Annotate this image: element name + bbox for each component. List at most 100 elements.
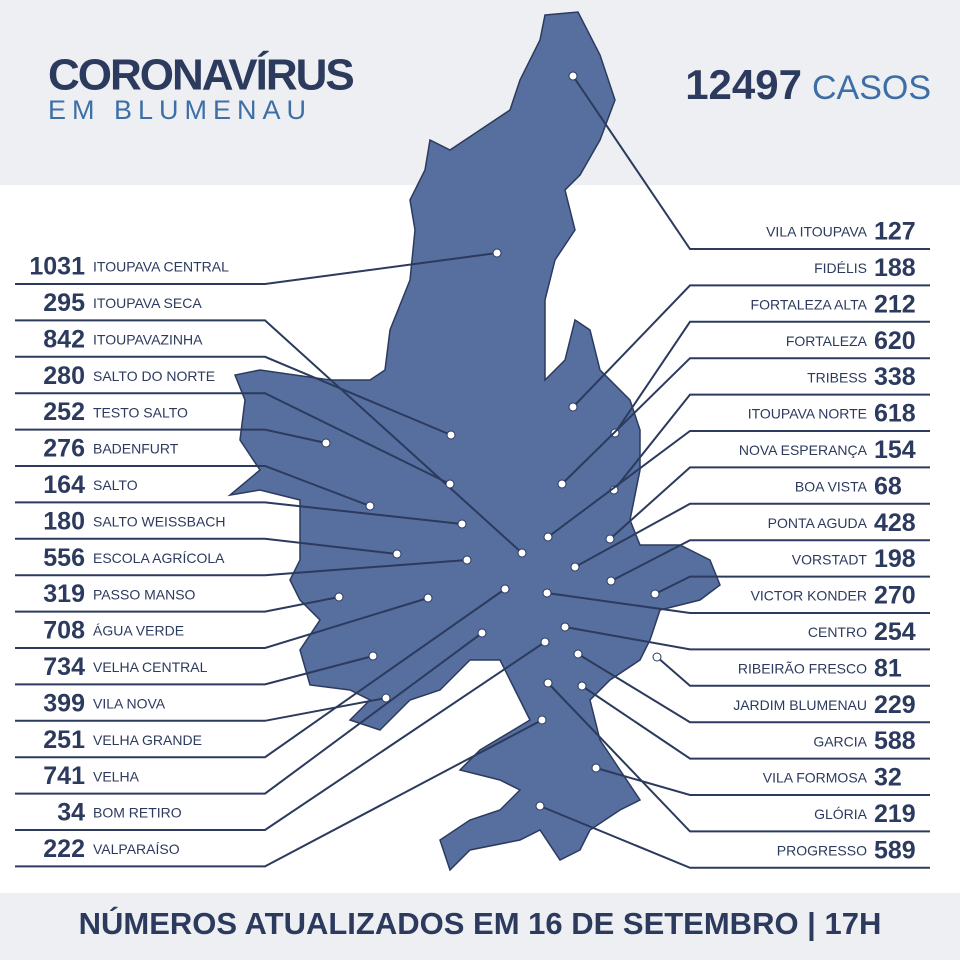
case-count: 588 — [874, 727, 916, 755]
case-count: 188 — [874, 254, 916, 282]
leader-line — [561, 357, 930, 485]
total-label: CASOS — [812, 69, 931, 107]
case-count: 734 — [43, 653, 85, 681]
neighborhood-name: PONTA AGUDA — [768, 515, 868, 531]
leader-line — [539, 805, 930, 869]
map-dot — [477, 628, 487, 638]
neighborhood-name: GARCIA — [813, 733, 867, 749]
map — [227, 11, 721, 872]
leader-line — [15, 537, 398, 555]
leader-line — [15, 632, 483, 795]
case-count: 32 — [874, 764, 902, 792]
footer-text: NÚMEROS ATUALIZADOS EM 16 DE SETEMBRO | … — [79, 905, 882, 941]
map-dot — [573, 649, 583, 659]
map-dot — [542, 588, 552, 598]
map-dot — [543, 678, 553, 688]
case-count: 251 — [43, 726, 85, 754]
map-dot — [445, 479, 455, 489]
neighborhood-name: PASSO MANSO — [93, 586, 196, 602]
neighborhood-name: VILA NOVA — [93, 696, 166, 712]
case-count: 741 — [43, 762, 85, 790]
neighborhood-name: ESCOLA AGRÍCOLA — [93, 550, 225, 566]
map-dot — [537, 715, 547, 725]
leader-line — [15, 252, 498, 285]
case-count: 618 — [874, 400, 916, 428]
case-count: 1031 — [29, 253, 85, 281]
leader-line — [564, 626, 930, 651]
neighborhood-name: VELHA CENTRAL — [93, 659, 208, 675]
map-dot — [568, 402, 578, 412]
map-dot — [535, 801, 545, 811]
neighborhood-name: PROGRESSO — [777, 843, 867, 859]
title: CORONAVÍRUS — [48, 50, 353, 100]
case-count: 295 — [43, 289, 85, 317]
neighborhood-name: SALTO WEISSBACH — [93, 514, 226, 530]
case-count: 708 — [43, 617, 85, 645]
leader-line — [574, 502, 930, 568]
leader-line — [15, 596, 340, 613]
case-count: 319 — [43, 580, 85, 608]
neighborhood-name: GLÓRIA — [814, 806, 868, 822]
case-count: 338 — [874, 363, 916, 391]
leader-line — [572, 284, 930, 408]
map-dot — [605, 534, 615, 544]
leader-line — [15, 355, 452, 436]
leader-line — [15, 559, 468, 577]
map-dot — [606, 576, 616, 586]
leader-line — [547, 430, 930, 538]
case-count: 589 — [874, 836, 916, 864]
leader-line — [610, 539, 930, 582]
neighborhood-name: NOVA ESPERANÇA — [739, 442, 868, 458]
leader-line — [654, 575, 930, 595]
case-count: 270 — [874, 582, 916, 610]
subtitle: EM BLUMENAU — [48, 95, 312, 125]
case-count: 154 — [874, 436, 916, 464]
neighborhood-name: VORSTADT — [792, 551, 868, 567]
case-count: 252 — [43, 398, 85, 426]
neighborhood-name: BADENFURT — [93, 441, 179, 457]
map-dot — [500, 584, 510, 594]
neighborhood-name: FIDÉLIS — [814, 260, 867, 276]
neighborhood-name: ITOUPAVA SECA — [93, 295, 202, 311]
neighborhood-name: SALTO — [93, 477, 138, 493]
case-count: 127 — [874, 218, 916, 246]
map-dot — [392, 549, 402, 559]
neighborhood-name: FORTALEZA ALTA — [751, 297, 868, 313]
leader-line — [613, 393, 930, 491]
neighborhood-name: SALTO DO NORTE — [93, 368, 215, 384]
case-count: 81 — [874, 654, 902, 682]
neighborhood-name: VILA FORMOSA — [763, 770, 868, 786]
leader-line — [15, 465, 371, 507]
leader-line — [15, 588, 506, 759]
map-dot — [652, 652, 662, 662]
footer-band — [0, 893, 960, 960]
leader-line — [15, 428, 327, 444]
leader-line — [572, 75, 930, 250]
case-count: 212 — [874, 290, 916, 318]
case-count: 620 — [874, 327, 916, 355]
leader-line — [15, 392, 451, 485]
map-dot — [321, 438, 331, 448]
leader-line — [595, 767, 930, 796]
map-dot — [560, 622, 570, 632]
case-count: 34 — [57, 799, 85, 827]
leader-line — [15, 655, 374, 686]
case-count: 254 — [874, 618, 916, 646]
map-dot — [591, 763, 601, 773]
map-dot — [540, 637, 550, 647]
case-count: 180 — [43, 507, 85, 535]
case-count: 164 — [43, 471, 85, 499]
leader-line — [577, 653, 930, 724]
leader-line — [656, 656, 930, 687]
map-dot — [457, 519, 467, 529]
neighborhood-name: ÁGUA VERDE — [93, 623, 184, 639]
case-count: 428 — [874, 509, 916, 537]
leader-line — [15, 641, 546, 831]
case-count: 198 — [874, 545, 916, 573]
leader-line — [547, 682, 930, 833]
map-dot — [381, 693, 391, 703]
neighborhood-name: ITOUPAVAZINHA — [93, 332, 203, 348]
case-count: 556 — [43, 544, 85, 572]
neighborhood-name: BOA VISTA — [795, 479, 868, 495]
